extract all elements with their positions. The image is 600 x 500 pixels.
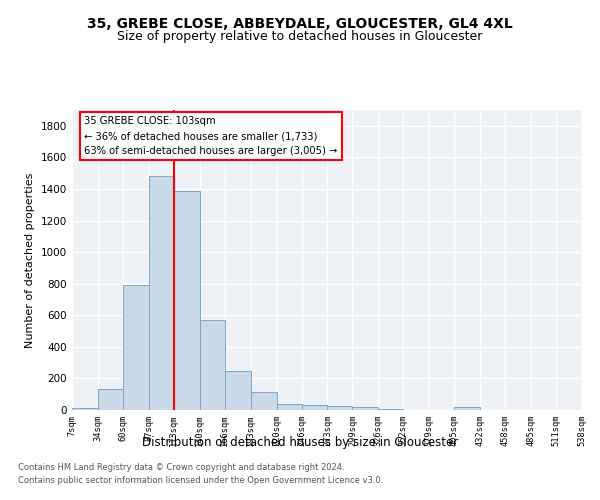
Bar <box>328 406 352 410</box>
Text: Contains public sector information licensed under the Open Government Licence v3: Contains public sector information licen… <box>18 476 383 485</box>
Bar <box>277 404 302 410</box>
Bar <box>225 370 251 410</box>
Bar <box>302 406 328 410</box>
Bar <box>251 392 277 410</box>
Text: 35, GREBE CLOSE, ABBEYDALE, GLOUCESTER, GL4 4XL: 35, GREBE CLOSE, ABBEYDALE, GLOUCESTER, … <box>87 18 513 32</box>
Bar <box>149 176 174 410</box>
Bar <box>379 408 403 410</box>
Text: 35 GREBE CLOSE: 103sqm
← 36% of detached houses are smaller (1,733)
63% of semi-: 35 GREBE CLOSE: 103sqm ← 36% of detached… <box>85 116 338 156</box>
Bar <box>123 286 149 410</box>
Bar <box>72 408 98 410</box>
Y-axis label: Number of detached properties: Number of detached properties <box>25 172 35 348</box>
Text: Distribution of detached houses by size in Gloucester: Distribution of detached houses by size … <box>142 436 458 449</box>
Text: Size of property relative to detached houses in Gloucester: Size of property relative to detached ho… <box>118 30 482 43</box>
Bar <box>352 407 379 410</box>
Bar <box>174 190 200 410</box>
Bar <box>454 407 480 410</box>
Bar <box>98 390 123 410</box>
Bar <box>200 320 225 410</box>
Text: Contains HM Land Registry data © Crown copyright and database right 2024.: Contains HM Land Registry data © Crown c… <box>18 464 344 472</box>
